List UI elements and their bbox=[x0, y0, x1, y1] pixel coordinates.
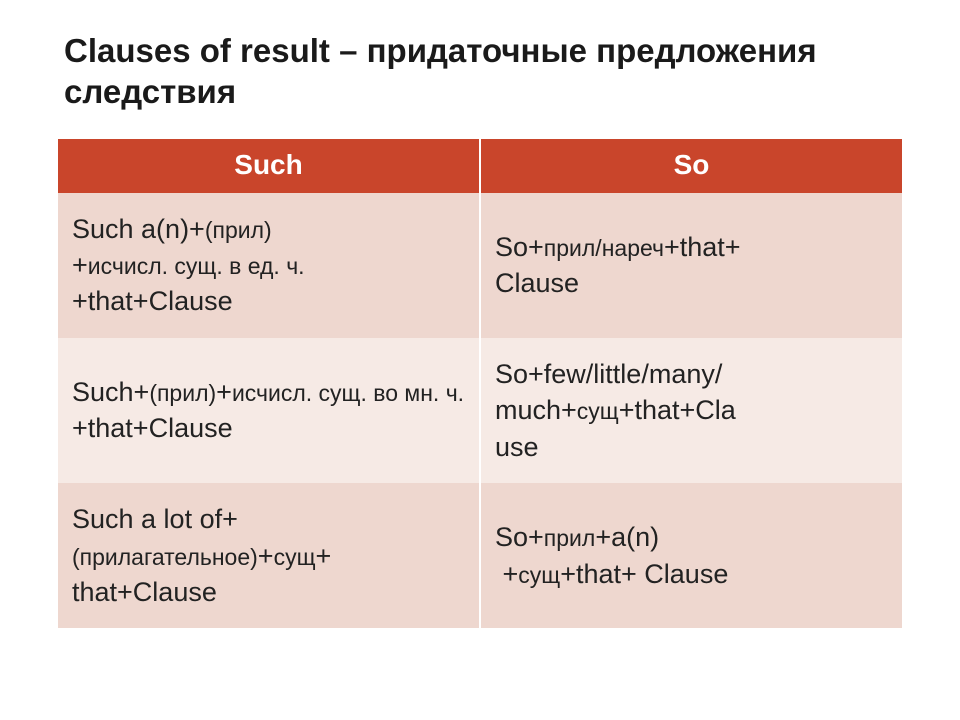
cell-so-1: So+прил/нареч+that+Clause bbox=[480, 193, 902, 338]
slide-title: Clauses of result – придаточные предложе… bbox=[58, 30, 902, 113]
slide: Clauses of result – придаточные предложе… bbox=[0, 0, 960, 720]
cell-such-3: Such a lot of+(прилагательное)+сущ+that+… bbox=[58, 483, 480, 628]
cell-so-2: So+few/little/many/much+сущ+that+Clause bbox=[480, 338, 902, 483]
table-body: Such a(n)+(прил)+исчисл. сущ. в ед. ч.+t… bbox=[58, 193, 902, 629]
col-header-so: So bbox=[480, 139, 902, 193]
table-header: Such So bbox=[58, 139, 902, 193]
table-row: Such+(прил)+исчисл. сущ. во мн. ч.+that+… bbox=[58, 338, 902, 483]
cell-such-1: Such a(n)+(прил)+исчисл. сущ. в ед. ч.+t… bbox=[58, 193, 480, 338]
cell-such-2: Such+(прил)+исчисл. сущ. во мн. ч.+that+… bbox=[58, 338, 480, 483]
cell-so-3: So+прил+a(n) +сущ+that+ Clause bbox=[480, 483, 902, 628]
grammar-table: Such So Such a(n)+(прил)+исчисл. сущ. в … bbox=[58, 139, 902, 629]
table-row: Such a lot of+(прилагательное)+сущ+that+… bbox=[58, 483, 902, 628]
col-header-such: Such bbox=[58, 139, 480, 193]
table-row: Such a(n)+(прил)+исчисл. сущ. в ед. ч.+t… bbox=[58, 193, 902, 338]
